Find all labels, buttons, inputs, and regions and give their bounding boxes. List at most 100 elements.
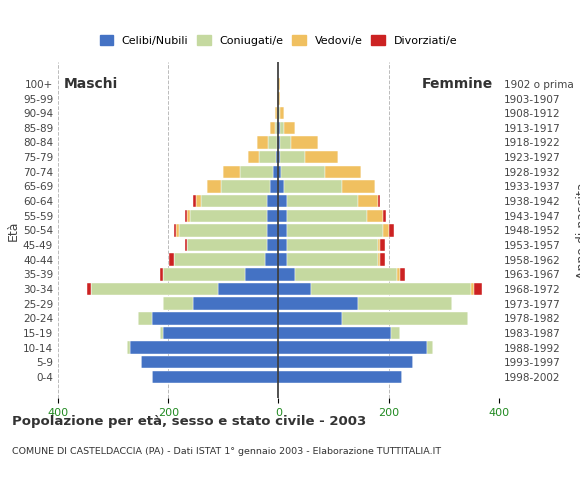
Bar	[291, 136, 318, 149]
Bar	[311, 283, 471, 295]
Bar	[392, 327, 400, 339]
Bar	[397, 268, 400, 281]
Bar	[342, 312, 469, 324]
Bar	[378, 195, 380, 207]
Bar	[474, 283, 482, 295]
Y-axis label: Età: Età	[7, 220, 20, 240]
Bar	[179, 224, 267, 237]
Bar	[187, 210, 190, 222]
Bar	[169, 253, 173, 266]
Bar	[280, 107, 284, 120]
Bar	[287, 239, 378, 251]
Bar	[389, 224, 394, 237]
Text: Maschi: Maschi	[63, 77, 118, 91]
Bar	[160, 268, 162, 281]
Bar	[278, 210, 287, 222]
Bar	[280, 136, 291, 149]
Bar	[151, 312, 278, 324]
Bar	[278, 136, 280, 149]
Bar	[162, 268, 245, 281]
Bar	[267, 195, 278, 207]
Bar	[287, 210, 367, 222]
Bar	[86, 283, 91, 295]
Bar	[284, 121, 295, 134]
Bar	[277, 92, 278, 105]
Bar	[287, 195, 358, 207]
Text: COMUNE DI CASTELDACCIA (PA) - Dati ISTAT 1° gennaio 2003 - Elaborazione TUTTITAL: COMUNE DI CASTELDACCIA (PA) - Dati ISTAT…	[12, 446, 441, 456]
Bar	[277, 107, 278, 120]
Bar	[270, 180, 278, 192]
Bar	[278, 356, 414, 369]
Bar	[277, 136, 278, 149]
Bar	[342, 180, 375, 192]
Bar	[280, 151, 305, 163]
Y-axis label: Anno di nascita: Anno di nascita	[576, 182, 580, 279]
Bar	[269, 136, 277, 149]
Bar	[258, 136, 269, 149]
Bar	[193, 195, 195, 207]
Bar	[127, 341, 129, 354]
Bar	[259, 151, 276, 163]
Bar	[151, 371, 278, 383]
Bar	[287, 224, 383, 237]
Bar	[277, 121, 278, 134]
Bar	[383, 210, 386, 222]
Bar	[278, 371, 403, 383]
Bar	[264, 253, 278, 266]
Bar	[400, 268, 405, 281]
Bar	[193, 298, 278, 310]
Bar	[173, 224, 176, 237]
Bar	[278, 268, 295, 281]
Bar	[278, 121, 280, 134]
Bar	[281, 166, 325, 178]
Bar	[248, 151, 259, 163]
Bar	[190, 210, 267, 222]
Bar	[267, 210, 278, 222]
Bar	[140, 356, 278, 369]
Bar	[278, 312, 342, 324]
Bar	[278, 298, 358, 310]
Bar	[223, 166, 240, 178]
Bar	[184, 210, 187, 222]
Bar	[278, 239, 287, 251]
Bar	[471, 283, 474, 295]
Bar	[380, 253, 385, 266]
Bar	[278, 107, 280, 120]
Bar	[278, 327, 392, 339]
Text: Popolazione per età, sesso e stato civile - 2003: Popolazione per età, sesso e stato civil…	[12, 415, 366, 428]
Bar	[196, 195, 201, 207]
Bar	[270, 121, 274, 134]
Bar	[162, 327, 278, 339]
Bar	[278, 253, 287, 266]
Bar	[284, 180, 342, 192]
Bar	[278, 92, 280, 105]
Bar	[162, 298, 193, 310]
Bar	[278, 195, 287, 207]
Bar	[278, 180, 284, 192]
Bar	[245, 268, 278, 281]
Bar	[206, 180, 220, 192]
Bar	[280, 121, 284, 134]
Legend: Celibi/Nubili, Coniugati/e, Vedovi/e, Divorziati/e: Celibi/Nubili, Coniugati/e, Vedovi/e, Di…	[95, 31, 462, 50]
Bar	[278, 283, 311, 295]
Bar	[295, 268, 397, 281]
Bar	[367, 210, 383, 222]
Bar	[220, 180, 270, 192]
Bar	[358, 298, 452, 310]
Bar	[378, 253, 380, 266]
Bar	[184, 239, 187, 251]
Bar	[287, 253, 378, 266]
Bar	[383, 224, 389, 237]
Bar	[358, 195, 378, 207]
Bar	[91, 283, 218, 295]
Bar	[278, 78, 280, 90]
Bar	[278, 166, 281, 178]
Bar	[129, 341, 278, 354]
Bar	[138, 312, 151, 324]
Bar	[278, 341, 427, 354]
Bar	[176, 224, 179, 237]
Bar	[278, 151, 280, 163]
Bar	[218, 283, 278, 295]
Bar	[325, 166, 361, 178]
Bar	[160, 327, 162, 339]
